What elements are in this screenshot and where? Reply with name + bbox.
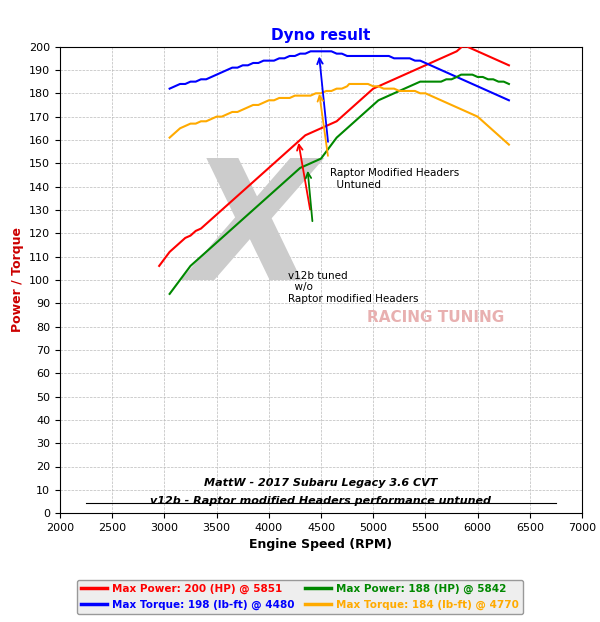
Text: v12b tuned
  w/o
Raptor modified Headers: v12b tuned w/o Raptor modified Headers bbox=[287, 271, 418, 304]
Legend: Max Power: 200 (HP) @ 5851, Max Torque: 198 (lb-ft) @ 4480, Max Power: 188 (HP) : Max Power: 200 (HP) @ 5851, Max Torque: … bbox=[77, 580, 523, 614]
Text: v12b - Raptor modified Headers performance untuned: v12b - Raptor modified Headers performan… bbox=[151, 496, 491, 506]
Text: MattW - 2017 Subaru Legacy 3.6 CVT: MattW - 2017 Subaru Legacy 3.6 CVT bbox=[205, 478, 437, 488]
X-axis label: Engine Speed (RPM): Engine Speed (RPM) bbox=[250, 539, 392, 552]
Text: RACING TUNING: RACING TUNING bbox=[367, 310, 505, 325]
Text: X: X bbox=[189, 152, 317, 315]
Text: Raptor Modified Headers
  Untuned: Raptor Modified Headers Untuned bbox=[331, 168, 460, 190]
Y-axis label: Power / Torque: Power / Torque bbox=[11, 228, 23, 332]
Title: Dyno result: Dyno result bbox=[271, 28, 371, 43]
